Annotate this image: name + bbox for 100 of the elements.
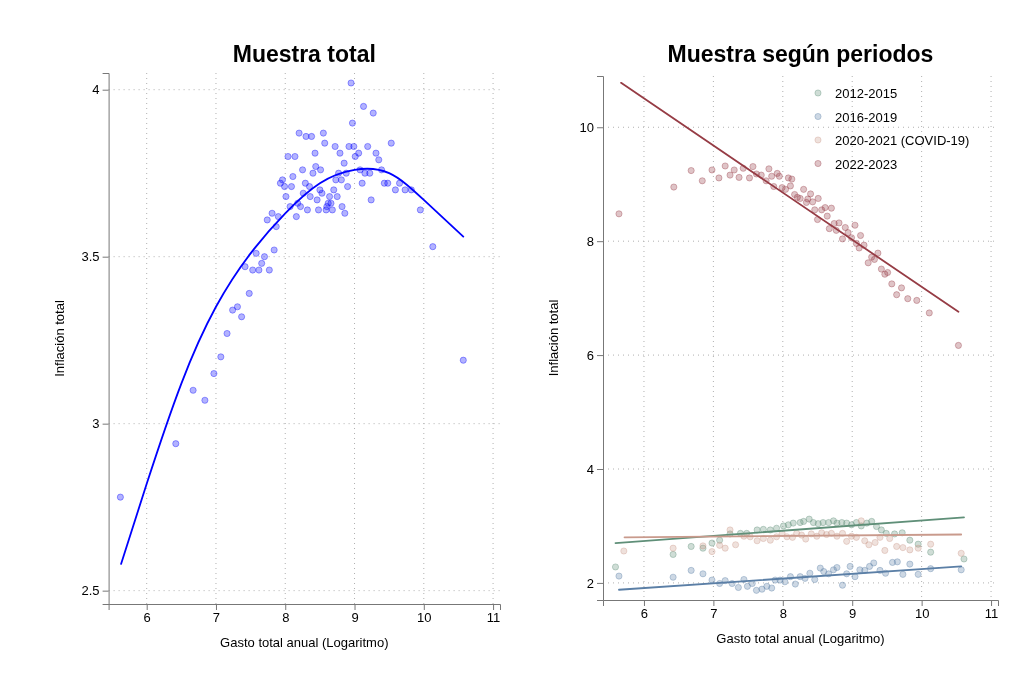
y-tick-label: 4 [586,461,594,477]
point [899,544,907,552]
point [753,526,761,534]
point [800,517,808,525]
point [927,540,935,548]
point [766,536,774,544]
point [893,542,901,550]
point [669,573,677,581]
point [927,548,935,556]
point [802,535,810,543]
point [781,578,789,586]
point [716,541,724,549]
point [893,558,901,566]
point [846,562,854,570]
point [768,584,776,592]
point [833,564,841,572]
legend-label: 2016-2019 [835,109,898,125]
y-tick-label: 10 [579,119,594,135]
y-tick-label: 4 [92,82,100,98]
x-tick-label: 9 [351,610,359,626]
chart-title: Muestra total [232,41,376,67]
point [732,541,740,549]
x-axis-title: Gasto total anual (Logaritmo) [716,631,885,646]
x-tick-label: 8 [779,606,787,622]
point [843,537,851,545]
point [708,539,716,547]
point [870,559,878,567]
point [784,521,792,529]
point [886,535,894,542]
x-tick-label: 9 [849,606,857,622]
y-tick-label: 3 [92,416,100,432]
x-tick-label: 11 [486,610,501,626]
point [899,570,907,578]
point [669,550,677,558]
y-tick-label: 2 [586,575,594,591]
x-tick-label: 7 [212,610,221,626]
point [851,573,859,581]
point [877,526,885,534]
y-tick-label: 8 [586,233,594,249]
point [752,586,760,594]
point [861,537,869,545]
x-tick-label: 10 [914,606,930,622]
point [612,563,619,571]
point [839,581,846,589]
point [758,585,766,593]
legend-label: 2020-2021 (COVID-19) [835,133,970,148]
point [906,560,914,568]
point [811,576,819,583]
point [825,519,833,527]
y-axis-title: Inflación total [51,300,67,377]
point [763,582,771,590]
point [914,544,922,552]
x-tick-label: 7 [710,606,718,622]
point [957,549,965,557]
point [780,522,787,530]
point [748,580,756,587]
y-tick-label: 2.5 [81,583,100,599]
point [906,546,914,554]
point [806,569,814,577]
point [773,524,781,532]
point [791,580,799,588]
x-tick-label: 8 [282,610,290,626]
chart-title: Muestra según periodos [667,41,934,67]
x-tick-label: 11 [984,606,999,622]
point [820,568,828,576]
point [620,547,628,555]
x-tick-label: 10 [417,610,432,626]
point [866,562,874,570]
point [960,555,968,563]
point [882,569,890,577]
point [819,519,827,527]
point [906,536,914,544]
point [871,538,879,546]
point [687,566,695,574]
legend-label: 2022-2023 [835,156,898,172]
y-axis-title: Inflación total [546,299,561,377]
x-axis-title: Gasto total anual (Logaritmo) [220,635,389,650]
y-tick-label: 3.5 [81,249,100,265]
point [669,544,677,552]
point [805,515,813,523]
point [687,542,695,550]
point [726,526,734,534]
point [789,519,797,527]
point [833,532,841,540]
point [721,544,729,552]
point [957,566,965,574]
legend-label: 2012-2015 [835,86,898,101]
point [881,546,889,554]
point [743,582,751,590]
x-tick-label: 6 [143,610,151,626]
point [839,529,846,537]
x-tick-label: 6 [640,606,649,622]
line-series [120,167,465,565]
point [857,517,865,525]
point [865,541,873,549]
point [615,572,623,580]
point [753,537,761,545]
point [699,570,707,578]
point [708,576,716,584]
point [734,583,742,591]
